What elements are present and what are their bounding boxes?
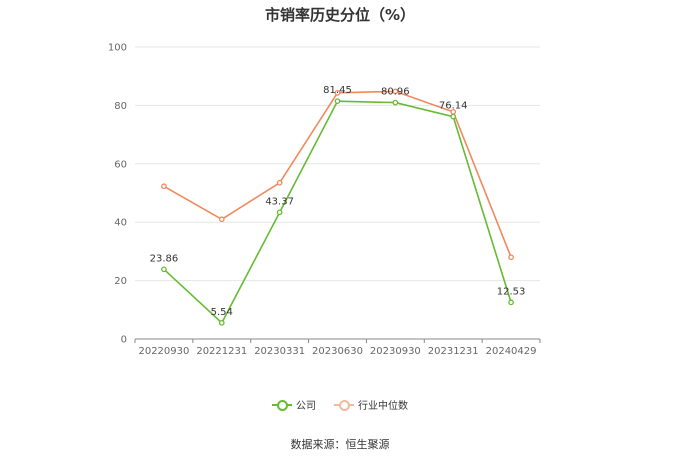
- data-point: [392, 88, 399, 95]
- data-label: 43.37: [265, 196, 294, 207]
- x-tick-label: 20231231: [428, 346, 479, 357]
- data-point: [276, 179, 283, 186]
- x-tick-label: 20240429: [486, 346, 537, 357]
- y-tick-label: 0: [121, 335, 127, 346]
- data-label: 80.96: [381, 87, 410, 98]
- data-label: 23.86: [150, 253, 179, 264]
- legend-item-company[interactable]: 公司: [272, 397, 316, 412]
- x-tick-label: 20221231: [196, 346, 247, 357]
- chart-title: 市销率历史分位（%）: [264, 6, 416, 24]
- data-point: [508, 299, 514, 306]
- data-label: 76.14: [439, 101, 468, 112]
- y-tick-label: 80: [114, 101, 127, 112]
- data-point: [161, 266, 167, 273]
- y-tick-label: 60: [114, 159, 127, 170]
- data-label: 12.53: [497, 286, 526, 297]
- data-point: [508, 254, 514, 261]
- legend-industry-marker-icon: [334, 399, 354, 411]
- y-tick-label: 40: [114, 218, 127, 229]
- data-point: [334, 98, 341, 105]
- y-tick-label: 100: [108, 43, 127, 54]
- data-point: [392, 99, 399, 106]
- data-point: [161, 183, 167, 190]
- data-source: 数据来源：恒生聚源: [290, 438, 390, 451]
- legend-company-label: 公司: [296, 401, 316, 412]
- legend-item-industry-median[interactable]: 行业中位数: [334, 397, 408, 412]
- x-tick-label: 20230930: [370, 346, 421, 357]
- data-point: [450, 113, 457, 120]
- legend-company-marker-icon: [272, 399, 292, 411]
- x-tick-label: 20230630: [312, 346, 363, 357]
- series-line-0: [163, 100, 512, 325]
- data-point: [218, 216, 225, 223]
- x-tick-label: 20220930: [138, 346, 189, 357]
- data-point: [218, 319, 225, 326]
- data-label: 81.45: [323, 85, 352, 96]
- legend-industry-label: 行业中位数: [358, 401, 408, 412]
- data-point: [334, 89, 341, 96]
- data-label: 5.54: [211, 307, 233, 318]
- chart-legend: 公司 行业中位数: [0, 397, 680, 412]
- data-point: [276, 209, 283, 216]
- x-tick-label: 20230331: [254, 346, 305, 357]
- y-tick-label: 20: [114, 276, 127, 287]
- series-line-1: [163, 90, 512, 258]
